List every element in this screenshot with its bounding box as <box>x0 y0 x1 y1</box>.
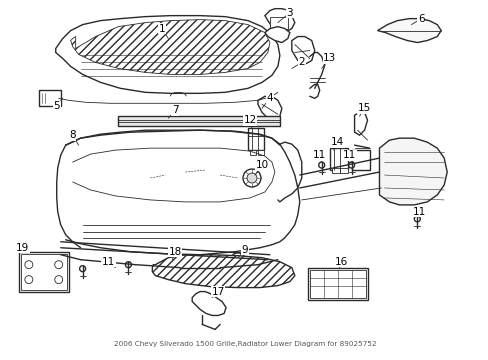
Polygon shape <box>56 15 279 93</box>
Circle shape <box>234 256 242 264</box>
Polygon shape <box>71 20 269 75</box>
Bar <box>118 116 279 126</box>
Bar <box>19 252 68 292</box>
Circle shape <box>55 276 62 284</box>
Text: 11: 11 <box>342 150 355 160</box>
Polygon shape <box>377 19 440 42</box>
Bar <box>247 128 264 150</box>
Polygon shape <box>152 255 294 288</box>
Text: 4: 4 <box>266 93 273 103</box>
Circle shape <box>25 276 33 284</box>
Polygon shape <box>291 37 314 64</box>
Bar <box>329 148 347 170</box>
Text: 19: 19 <box>16 243 29 253</box>
Polygon shape <box>258 96 281 120</box>
Text: 2: 2 <box>298 58 305 67</box>
Bar <box>269 17 287 28</box>
Text: 5: 5 <box>53 101 60 111</box>
Bar <box>39 90 61 106</box>
Circle shape <box>80 266 85 272</box>
Text: 13: 13 <box>323 54 336 63</box>
Text: 14: 14 <box>330 137 344 147</box>
Text: 12: 12 <box>243 115 256 125</box>
Bar <box>331 168 339 173</box>
Circle shape <box>246 173 256 183</box>
Text: 7: 7 <box>172 105 178 115</box>
Bar <box>249 150 255 155</box>
Text: 16: 16 <box>334 257 347 267</box>
Text: 1: 1 <box>159 24 165 33</box>
Text: 11: 11 <box>412 207 425 217</box>
Circle shape <box>55 261 62 269</box>
Polygon shape <box>264 9 294 32</box>
Text: 15: 15 <box>357 103 370 113</box>
Text: 11: 11 <box>102 257 115 267</box>
Bar <box>351 150 369 170</box>
Circle shape <box>230 253 244 267</box>
Text: 9: 9 <box>241 245 248 255</box>
Text: 18: 18 <box>168 247 182 257</box>
Circle shape <box>348 162 354 168</box>
Bar <box>21 254 66 289</box>
Bar <box>258 150 264 155</box>
Circle shape <box>318 162 324 168</box>
Circle shape <box>25 261 33 269</box>
Text: 10: 10 <box>255 160 268 170</box>
Polygon shape <box>192 292 225 315</box>
Text: 8: 8 <box>69 130 76 140</box>
Circle shape <box>243 169 261 187</box>
Text: 3: 3 <box>286 8 292 18</box>
Polygon shape <box>354 112 367 135</box>
Text: 17: 17 <box>211 287 224 297</box>
Polygon shape <box>264 27 289 42</box>
Polygon shape <box>379 138 447 205</box>
Bar <box>39 90 61 106</box>
Text: 2006 Chevy Silverado 1500 Grille,Radiator Lower Diagram for 89025752: 2006 Chevy Silverado 1500 Grille,Radiato… <box>113 341 376 347</box>
Bar <box>339 168 347 173</box>
Text: 11: 11 <box>312 150 325 160</box>
Circle shape <box>125 262 131 268</box>
Circle shape <box>413 216 420 222</box>
Bar <box>307 268 367 300</box>
Text: 6: 6 <box>417 14 424 24</box>
Bar <box>309 270 365 298</box>
